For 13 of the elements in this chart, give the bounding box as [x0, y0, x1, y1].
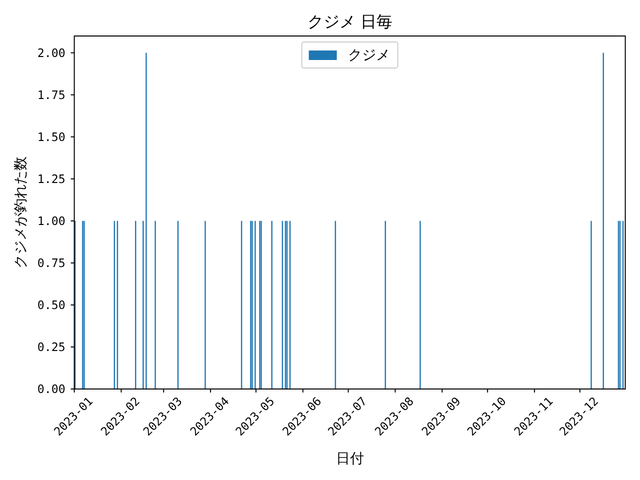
x-axis-title: 日付 — [336, 451, 364, 467]
y-tick-label: 0.75 — [37, 256, 66, 270]
y-tick-label: 0.00 — [37, 382, 66, 396]
y-tick-label: 0.50 — [37, 298, 66, 312]
y-tick-label: 0.25 — [37, 340, 66, 354]
y-tick-label: 1.75 — [37, 88, 66, 102]
y-tick-label: 2.00 — [37, 46, 66, 60]
y-tick-label: 1.25 — [37, 172, 66, 186]
legend-label: クジメ — [348, 48, 390, 64]
y-tick-label: 1.00 — [37, 214, 66, 228]
y-tick-label: 1.50 — [37, 130, 66, 144]
y-axis-title: クジメが釣れた数 — [13, 156, 29, 268]
chart-title: クジメ 日毎 — [307, 12, 392, 31]
